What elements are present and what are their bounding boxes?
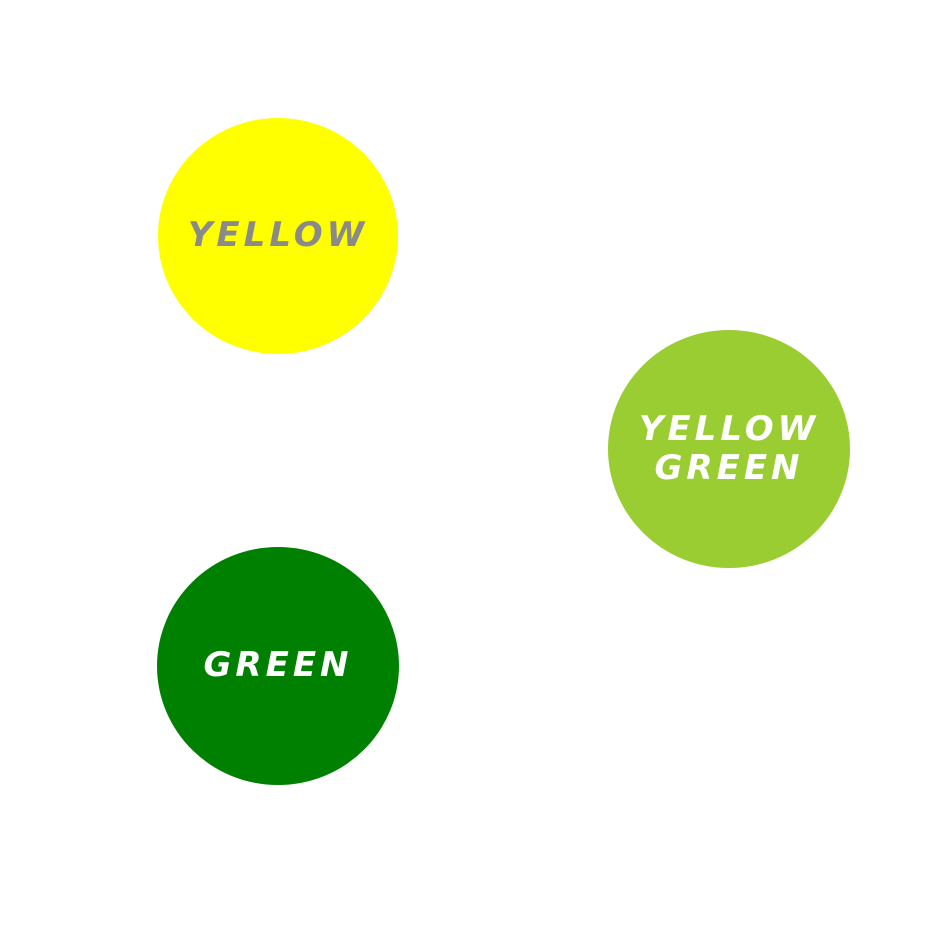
yellow-green-label-line2: GREEN — [654, 448, 804, 488]
yellow-green-circle: YELLOW GREEN — [608, 330, 850, 568]
yellow-label-group: YELLOW — [188, 216, 368, 255]
green-label: GREEN — [203, 645, 353, 686]
yellow-circle: YELLOW — [158, 118, 398, 354]
yellow-label: YELLOW — [187, 215, 369, 256]
yellow-green-label-group: YELLOW GREEN — [638, 408, 820, 488]
yellow-green-label-line1: YELLOW — [638, 408, 820, 449]
green-circle: GREEN — [157, 547, 399, 785]
green-label-group: GREEN — [204, 646, 353, 685]
